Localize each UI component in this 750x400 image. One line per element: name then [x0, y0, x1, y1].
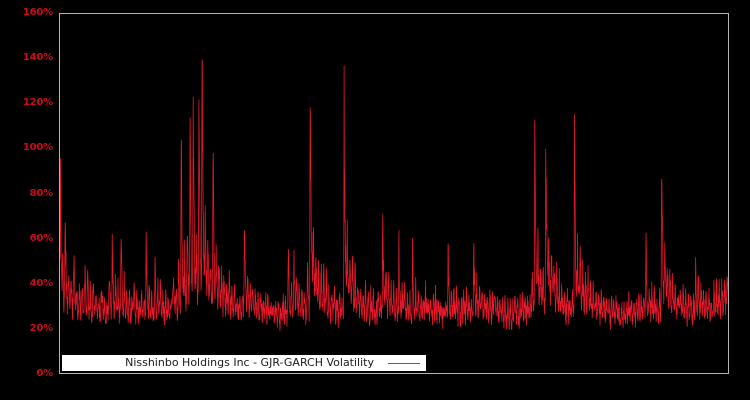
- gjr-garch-volatility-line: [60, 59, 728, 331]
- legend-line-sample: [388, 362, 420, 364]
- y-tick-label: 140%: [22, 52, 53, 64]
- plot-area: [59, 13, 729, 374]
- y-tick-label: 80%: [29, 187, 54, 199]
- y-tick-label: 20%: [29, 322, 54, 334]
- y-tick-label: 40%: [29, 277, 54, 289]
- legend-label: Nisshinbo Holdings Inc - GJR-GARCH Volat…: [125, 356, 374, 369]
- y-axis: 0% 20% 40% 60% 80% 100% 120% 140% 160%: [0, 0, 59, 400]
- y-tick-label: 160%: [22, 7, 53, 18]
- y-tick-label: 100%: [22, 142, 53, 154]
- volatility-series: [60, 59, 728, 331]
- y-tick-label: 60%: [29, 232, 54, 244]
- y-tick-label: 0%: [36, 368, 53, 379]
- y-tick-label: 120%: [22, 97, 53, 109]
- legend: Nisshinbo Holdings Inc - GJR-GARCH Volat…: [62, 355, 426, 371]
